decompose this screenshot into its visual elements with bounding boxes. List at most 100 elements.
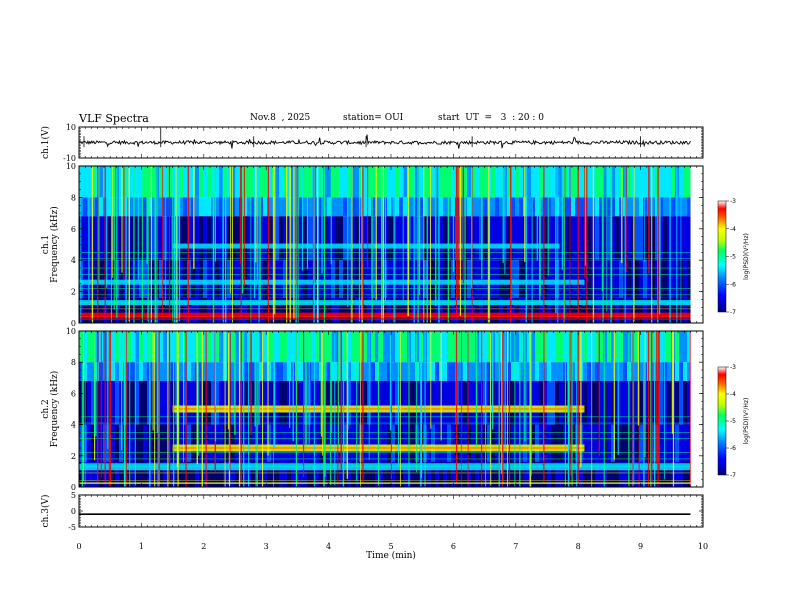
ch1-spectrogram-cell (279, 260, 284, 298)
ch2-spectrogram-cell (395, 462, 400, 487)
ch1-spectrogram-cell (335, 297, 340, 323)
chart-title: VLF Spectra (79, 112, 149, 125)
ch2-spectrogram-cell (127, 424, 132, 463)
ch1-spectrogram-cell (539, 260, 544, 298)
ch1-spectrogram-cell (507, 260, 512, 298)
ch1-spectrogram-cell (651, 260, 656, 298)
ch1-spectrogram-cell (83, 166, 88, 198)
ch1-spectrogram-cell (347, 297, 352, 323)
ch2-spectrogram-cell (687, 380, 692, 425)
ch2-spectrogram-ytick-label: 6 (71, 389, 76, 398)
ch1-spectrogram-cell (423, 216, 428, 261)
ch1-spectrogram-cell (367, 297, 372, 323)
ch2-spectrogram-cell (619, 380, 624, 425)
ch2-spectrogram-cell (391, 462, 396, 487)
ch1-spectrogram-cell (551, 197, 556, 217)
ch2-spectrogram-cell (599, 424, 604, 463)
ch2-spectrogram-cell (427, 424, 432, 463)
ch2-spectrogram-cell (263, 362, 268, 381)
ch1-spectrogram-cell (283, 166, 288, 198)
ch2-spectrogram-cell (683, 462, 688, 487)
ch1-spectrogram-cell (279, 166, 284, 198)
ch1-spectrogram-cell (107, 197, 112, 217)
ch1-spectrogram-cell (95, 216, 100, 261)
ch2-spectrogram-cell (451, 331, 456, 363)
ch2-spectrogram-cell (139, 331, 144, 363)
ch1-spectrogram-cell (359, 260, 364, 298)
ch2-spectrogram-cell (215, 331, 220, 363)
ch2-spectrogram-cell (583, 380, 588, 425)
ch1-spectrogram-cell (687, 197, 692, 217)
ch2-spectrogram-cell (443, 424, 448, 463)
ch1-spectrogram-cell (523, 297, 528, 323)
x-tick-label: 7 (513, 542, 518, 551)
ch1-spectrogram-cell (467, 297, 472, 323)
ch2-spectrogram-cell (595, 331, 600, 363)
ch1-spectrogram-cell (367, 216, 372, 261)
x-tick-label: 1 (139, 542, 144, 551)
ch2-spectrogram-cell (379, 462, 384, 487)
ch1-spectrogram-cell (567, 297, 572, 323)
ch2-spectrogram-cell (603, 380, 608, 425)
ch1-spectrogram-cell (683, 197, 688, 217)
ch1-spectrogram-cell (279, 297, 284, 323)
ch1-spectrogram-cell (147, 216, 152, 261)
ch1-spectrogram-cell (627, 216, 632, 261)
ch1-spectrogram-cell (627, 197, 632, 217)
ch2-spectrogram-cell (363, 362, 368, 381)
ch1-spectrogram-cell (435, 166, 440, 198)
ch1-spectrogram-cell (131, 216, 136, 261)
ch1-spectrogram-cell (435, 297, 440, 323)
ch1-spectrogram-cell (339, 197, 344, 217)
ch2-spectrogram-cell (383, 380, 388, 425)
ch2-spectrogram-cell (687, 362, 692, 381)
ch2-spectrogram-cell (251, 380, 256, 425)
ch1-spectrogram-cell (579, 216, 584, 261)
ch2-spectrogram-cell (383, 424, 388, 463)
ch1-spectrogram-cell (527, 260, 532, 298)
ch2-spectrogram-cell (155, 424, 160, 463)
ch2-spectrogram-cell (535, 380, 540, 425)
ch1-spectrogram-cell (251, 166, 256, 198)
ch1-spectrogram-cell (423, 197, 428, 217)
ch2-spectrogram-cell (183, 331, 188, 363)
ch1-spectrogram-cell (539, 166, 544, 198)
ch2-spectrogram-cell (655, 331, 660, 363)
ch1-spectrogram-cell (123, 197, 128, 217)
ch2-spectrogram-cell (495, 331, 500, 363)
ch1-spectrogram-cell (659, 260, 664, 298)
ch1-spectrogram-cell (319, 297, 324, 323)
ch1-spectrogram-cell (183, 260, 188, 298)
ch1-spectrogram-cell (403, 260, 408, 298)
ch1-spectrogram-cell (379, 297, 384, 323)
ch1-spectrogram-cell (391, 260, 396, 298)
ch1-spectrogram-cell (395, 166, 400, 198)
ch1-spectrogram-cell (91, 197, 96, 217)
ch2-spectrogram-cell (531, 380, 536, 425)
ch1-spectrogram-cell (547, 197, 552, 217)
ch2-spectrogram-cell (399, 424, 404, 463)
ch2-spectrogram-cell (251, 462, 256, 487)
ch1-spectrogram-cell (147, 166, 152, 198)
ch2-spectrogram-cell (539, 462, 544, 487)
ch1-spectrogram-cell (343, 297, 348, 323)
ch2-spectrogram-cell (347, 331, 352, 363)
ch2-spectrogram-cell (519, 331, 524, 363)
ch2-spectrogram-cell (411, 462, 416, 487)
ch1-spectrogram-cell (267, 216, 272, 261)
ch2-spectrogram-cell (607, 362, 612, 381)
ch1-spectrogram-cell (471, 297, 476, 323)
ch1-spectrogram-cell (231, 166, 236, 198)
ch2-spectrogram-cell (443, 331, 448, 363)
ch1-spectrogram-cell (119, 216, 124, 261)
ch1-spectrogram-cell (407, 297, 412, 323)
ch1-spectrogram-cell (575, 197, 580, 217)
ch1-spectrogram-cell (283, 260, 288, 298)
ch1-spectrogram-cell (547, 166, 552, 198)
ch2-spectrogram-cell (131, 462, 136, 487)
ch2-spectrogram-cell (655, 424, 660, 463)
ch1-spectrogram-ylabel: Frequency (kHz) (49, 206, 60, 283)
ch1-spectrogram-cell (319, 197, 324, 217)
ch2-spectrogram-cell (587, 380, 592, 425)
ch2-spectrogram-cell (427, 380, 432, 425)
